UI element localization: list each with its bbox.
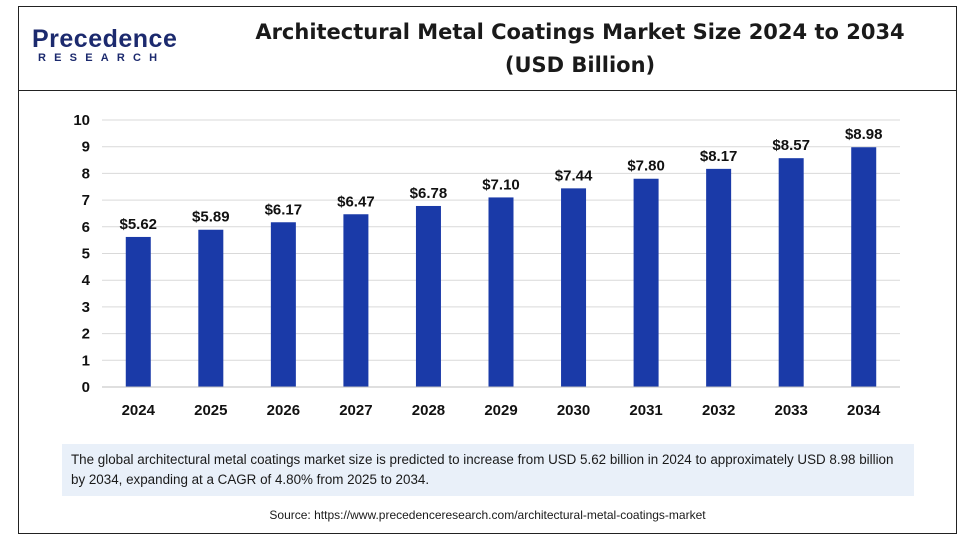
y-tick-label: 7 — [82, 192, 90, 209]
x-tick-label: 2033 — [774, 402, 807, 419]
bar — [488, 197, 514, 387]
source-citation: Source: https://www.precedenceresearch.c… — [269, 508, 706, 522]
bars — [125, 147, 877, 387]
logo-subtitle: RESEARCH — [38, 52, 166, 64]
x-tick-label: 2025 — [194, 402, 227, 419]
y-tick-label: 5 — [82, 246, 90, 263]
data-label: $6.17 — [265, 201, 303, 218]
y-tick-label: 3 — [82, 299, 90, 316]
x-axis: 2024 2025 2026 2027 2028 2029 2030 2031 2032 2033… — [102, 386, 900, 419]
bar — [633, 178, 659, 387]
bar — [561, 188, 587, 387]
y-tick-label: 8 — [82, 165, 90, 182]
bar — [270, 222, 296, 387]
data-label: $8.98 — [845, 126, 883, 143]
x-tick-label: 2034 — [847, 402, 881, 419]
y-tick-label: 1 — [82, 352, 90, 369]
bar — [851, 147, 877, 387]
y-tick-label: 4 — [82, 272, 91, 289]
y-tick-label: 9 — [82, 139, 90, 156]
bar — [415, 205, 441, 387]
bar — [125, 236, 151, 387]
chart-title-line2: (USD Billion) — [504, 53, 656, 77]
value-labels: $5.62 $5.89 $6.17 $6.47 $6.78 $7.10 $7.44 $7.80… — [119, 126, 882, 233]
data-label: $7.44 — [555, 167, 593, 184]
x-tick-label: 2032 — [702, 402, 735, 419]
y-tick-label: 0 — [82, 379, 90, 396]
summary-note: The global architectural metal coatings … — [62, 444, 914, 496]
x-tick-label: 2026 — [267, 402, 300, 419]
bar — [343, 214, 369, 387]
y-tick-label: 10 — [73, 112, 90, 129]
data-label: $5.89 — [192, 209, 230, 226]
data-label: $6.47 — [337, 193, 375, 210]
logo-wordmark: Precedence — [32, 25, 178, 53]
x-tick-label: 2031 — [629, 402, 662, 419]
data-label: $5.62 — [119, 216, 157, 233]
x-tick-label: 2030 — [557, 402, 590, 419]
x-tick-label: 2029 — [484, 402, 517, 419]
data-label: $7.10 — [482, 176, 520, 193]
x-tick-label: 2024 — [122, 402, 156, 419]
bar — [706, 168, 732, 387]
bar — [198, 229, 224, 387]
bar — [778, 158, 804, 387]
header-divider — [18, 90, 957, 91]
brand-logo: Precedence RESEARCH — [32, 26, 177, 65]
data-label: $8.57 — [772, 137, 810, 154]
x-tick-label: 2027 — [339, 402, 372, 419]
data-label: $6.78 — [410, 185, 448, 202]
y-tick-label: 2 — [82, 326, 90, 343]
chart-title: Architectural Metal Coatings Market Size… — [220, 16, 940, 82]
y-axis: 0 1 2 3 4 5 6 7 8 9 10 — [73, 112, 90, 396]
y-tick-label: 6 — [82, 219, 90, 236]
chart-title-line1: Architectural Metal Coatings Market Size… — [255, 20, 905, 44]
x-tick-label: 2028 — [412, 402, 445, 419]
data-label: $8.17 — [700, 148, 738, 165]
data-label: $7.80 — [627, 158, 665, 175]
